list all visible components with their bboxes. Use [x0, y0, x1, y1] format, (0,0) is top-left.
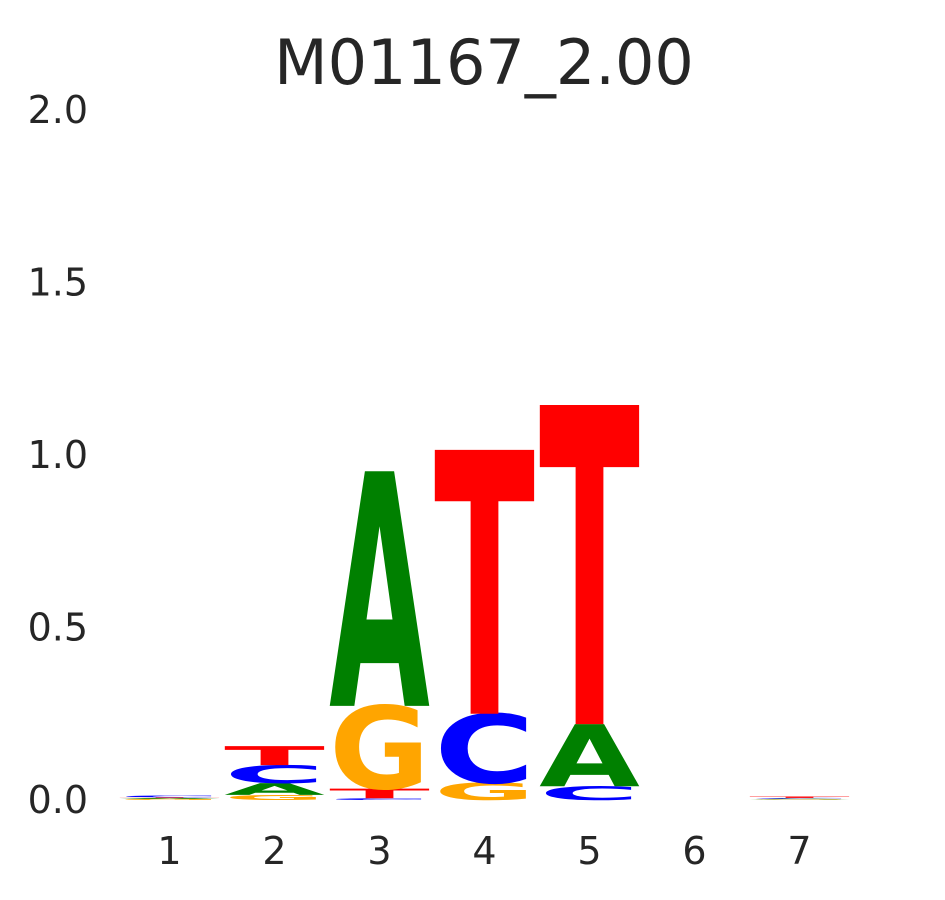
- x-axis: 1 2 3 4 5 6 7: [157, 829, 811, 873]
- logo-letter-c: C: [329, 798, 430, 801]
- logo-letter-t: T: [224, 741, 325, 771]
- x-tick-label: 1: [157, 829, 181, 873]
- logo-letter-c: C: [434, 695, 535, 805]
- logo-letter-a: A: [329, 407, 430, 782]
- logo-letter-c: C: [539, 783, 640, 805]
- x-tick-label: 7: [787, 829, 811, 873]
- logo-letter-a: A: [749, 798, 850, 799]
- x-tick-label: 5: [577, 829, 601, 873]
- y-tick-label: 0.5: [28, 606, 88, 650]
- x-tick-label: 6: [682, 829, 706, 873]
- logo-letter-g: G: [224, 793, 325, 801]
- x-tick-label: 4: [472, 829, 496, 873]
- logo-letter-c: C: [224, 760, 325, 789]
- logo-letter-t: T: [119, 797, 220, 798]
- logo-letter-a: A: [119, 798, 220, 800]
- logo-letter-a: A: [224, 780, 325, 799]
- logo-letter-c: C: [749, 798, 850, 799]
- x-tick-label: 2: [262, 829, 286, 873]
- logo-letter-t: T: [434, 379, 536, 801]
- y-tick-label: 1.5: [28, 261, 88, 305]
- logo-letter-g: G: [329, 683, 430, 816]
- logo-letter-a: A: [539, 707, 640, 806]
- y-tick-label: 1.0: [28, 433, 88, 477]
- logo-letter-g: G: [749, 799, 850, 800]
- logo-letter-g: G: [434, 778, 535, 806]
- logo-letter-g: G: [119, 799, 220, 801]
- x-tick-label: 3: [367, 829, 391, 873]
- logo-letter-t: T: [329, 786, 430, 801]
- logo-letter-c: C: [119, 795, 220, 798]
- logo-column: CAT: [539, 319, 641, 828]
- logo-letter-t: T: [539, 319, 641, 828]
- logo-column: GCT: [434, 379, 536, 806]
- chart-title: M01167_2.00: [274, 26, 694, 99]
- logo-letter-t: T: [749, 796, 850, 798]
- y-axis: 0.0 0.5 1.0 1.5 2.0: [28, 88, 88, 822]
- y-tick-label: 2.0: [28, 88, 88, 132]
- y-tick-label: 0.0: [28, 778, 88, 822]
